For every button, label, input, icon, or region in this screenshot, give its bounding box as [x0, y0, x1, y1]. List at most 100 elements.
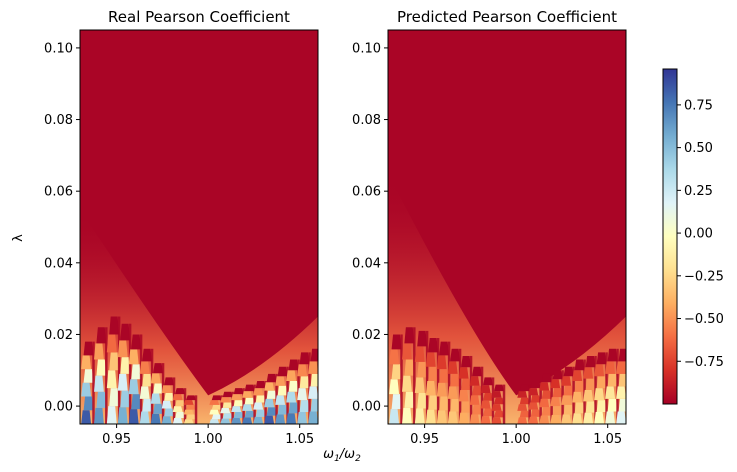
stripe-gap — [183, 388, 187, 424]
stripe-segment — [244, 410, 255, 418]
stripe-segment — [83, 341, 94, 356]
stripe-segment — [120, 390, 131, 408]
stripe-segment — [161, 400, 172, 409]
x-ticks-predicted: 0.95 1.00 1.05 — [410, 424, 622, 447]
stripe-gap — [469, 355, 473, 424]
stripe-segment — [574, 359, 585, 371]
stripe-segment — [550, 379, 561, 389]
stripe-segment — [299, 352, 310, 365]
stripe-gap — [319, 349, 321, 424]
stripe-segment — [494, 384, 504, 392]
stripe-segment — [153, 403, 164, 414]
stripe-gap — [172, 377, 176, 424]
stripe-segment — [142, 398, 153, 412]
stripe-segment — [494, 410, 504, 418]
stripe-segment — [572, 370, 583, 382]
stripe-segment — [439, 341, 450, 356]
stripe-segment — [308, 411, 318, 424]
y-tick-label: 0.08 — [352, 113, 381, 128]
stripe-segment — [414, 408, 425, 424]
x-axis-label: ω1/ω2 — [323, 447, 361, 464]
stripe-segment — [131, 394, 142, 410]
stripe-segment — [131, 334, 142, 350]
stripe-segment — [109, 352, 120, 371]
stripe-segment — [417, 330, 428, 347]
stripe-segment — [404, 359, 415, 376]
stripe-segment — [175, 400, 186, 407]
stripe-segment — [483, 377, 494, 386]
stripe-segment — [607, 398, 618, 412]
panel-real: 0.95 1.00 1.05 0.00 0.02 0.04 0.06 0.08 0.10 Re… — [11, 8, 321, 447]
stripe-segment — [585, 378, 596, 390]
stripe-segment — [139, 386, 150, 399]
stripe-segment — [220, 418, 231, 424]
stripe-segment — [530, 395, 541, 403]
stripe-segment — [594, 388, 605, 401]
stripe-segment — [183, 409, 194, 415]
stripe-gap — [616, 348, 619, 424]
stripe-segment — [93, 343, 104, 360]
stripe-segment — [83, 369, 94, 383]
stripe-segment — [561, 414, 572, 424]
stripe-segment — [96, 359, 107, 376]
stripe-segment — [83, 396, 94, 411]
stripe-gap — [480, 366, 484, 424]
colorbar-ticks: −0.75 −0.50 −0.25 0.00 0.25 0.50 0.75 — [677, 98, 724, 370]
stripe-column — [469, 366, 484, 424]
stripe-segment — [541, 407, 552, 416]
colorbar-tick-label: −0.50 — [684, 312, 724, 327]
stripe-segment — [618, 348, 626, 362]
stripe-segment — [552, 388, 563, 398]
stripe-segment — [299, 400, 310, 413]
stripe-segment — [266, 390, 277, 399]
title-predicted: Predicted Pearson Coefficient — [397, 8, 617, 26]
stripe-segment — [391, 334, 402, 350]
stripe-segment — [81, 355, 92, 370]
stripe-segment — [128, 349, 139, 365]
stripe-segment — [428, 366, 439, 382]
stripe-segment — [461, 401, 472, 413]
stripe-segment — [139, 411, 150, 424]
stripe-segment — [425, 352, 436, 367]
heatmap-predicted — [388, 30, 626, 424]
y-tick-label: 0.00 — [352, 400, 381, 415]
x-tick-label: 1.05 — [285, 432, 314, 447]
stripe-segment — [389, 379, 400, 395]
y-ticks-predicted: 0.00 0.02 0.04 0.06 0.08 0.10 — [352, 41, 388, 415]
stripe-segment — [308, 386, 318, 399]
stripe-segment — [288, 359, 299, 371]
stripe-segment — [461, 355, 472, 368]
stripe-segment — [81, 410, 92, 424]
stripe-segment — [277, 404, 288, 415]
stripe-segment — [572, 391, 583, 403]
stripe-segment — [297, 364, 308, 377]
stripe-segment — [428, 338, 439, 353]
stripe-segment — [517, 391, 528, 398]
stripe-segment — [491, 391, 502, 398]
stripe-segment — [528, 388, 539, 396]
stripe-column — [308, 348, 321, 424]
y-axis-label: λ — [11, 234, 26, 242]
stripe-segment — [117, 407, 128, 424]
stripe-column — [458, 355, 473, 424]
stripe-column — [106, 316, 121, 424]
stripe-segment — [233, 388, 244, 395]
stripe-segment — [436, 355, 447, 370]
stripe-segment — [574, 402, 585, 414]
stripe-gap — [447, 341, 451, 424]
stripe-segment — [458, 412, 469, 424]
stripe-segment — [106, 406, 117, 424]
stripe-segment — [530, 409, 541, 417]
stripe-segment — [605, 411, 616, 424]
stripe-segment — [242, 404, 253, 411]
stripe-segment — [450, 398, 461, 412]
stripe-segment — [425, 409, 436, 424]
stripe-segment — [472, 385, 483, 396]
stripe-segment — [596, 352, 607, 365]
stripe-segment — [389, 349, 400, 365]
x-tick-label: 1.00 — [502, 432, 531, 447]
stripe-segment — [231, 406, 242, 413]
stripe-segment — [404, 327, 415, 344]
stripe-segment — [117, 373, 128, 391]
stripe-column — [594, 352, 608, 424]
